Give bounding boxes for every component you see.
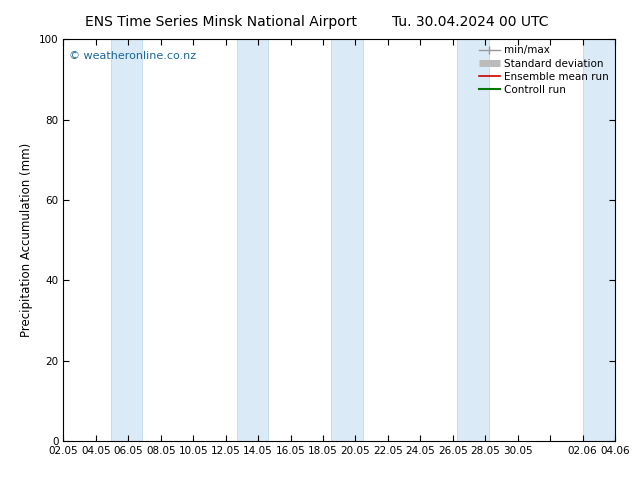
Bar [111, 39, 142, 441]
Legend: min/max, Standard deviation, Ensemble mean run, Controll run: min/max, Standard deviation, Ensemble me… [475, 41, 613, 99]
Bar [457, 39, 489, 441]
Text: © weatheronline.co.nz: © weatheronline.co.nz [69, 51, 196, 61]
Y-axis label: Precipitation Accumulation (mm): Precipitation Accumulation (mm) [20, 143, 34, 337]
Text: ENS Time Series Minsk National Airport        Tu. 30.04.2024 00 UTC: ENS Time Series Minsk National Airport T… [85, 15, 549, 29]
Bar [583, 39, 615, 441]
Bar [236, 39, 268, 441]
Bar [332, 39, 363, 441]
